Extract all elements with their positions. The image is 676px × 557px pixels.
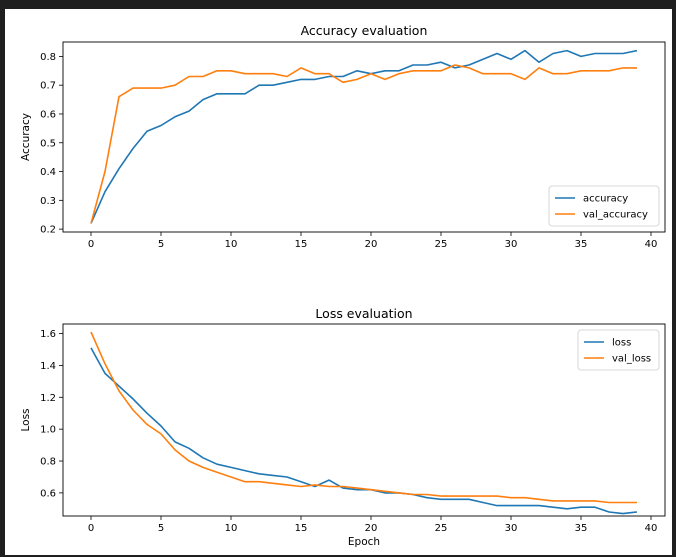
legend-label: accuracy [583, 194, 628, 205]
chart-title: Accuracy evaluation [301, 23, 428, 38]
series-line-val_accuracy [90, 64, 637, 224]
x-tick-label: 35 [575, 239, 588, 250]
y-tick-label: 0.6 [40, 109, 56, 120]
y-tick-label: 0.8 [40, 52, 56, 63]
x-axis-label: Epoch [348, 536, 380, 548]
y-tick-label: 1.2 [40, 393, 56, 404]
x-tick-label: 35 [575, 523, 588, 534]
y-tick-label: 0.4 [40, 167, 56, 178]
plot-frame [62, 41, 666, 233]
legend: accuracy val_accuracy [548, 185, 660, 227]
x-tick-label: 10 [225, 523, 238, 534]
series-line-val_loss [90, 331, 637, 504]
legend-box [548, 185, 660, 227]
y-tick-label: 0.5 [40, 138, 56, 149]
legend-box [577, 329, 660, 371]
y-tick-label: 1.0 [40, 425, 56, 436]
x-tick-label: 40 [645, 239, 658, 250]
x-tick-label: 5 [158, 239, 164, 250]
y-tick-label: 0.6 [40, 488, 56, 499]
x-tick-label: 0 [88, 523, 94, 534]
y-tick-label: 1.4 [40, 361, 56, 372]
x-tick-label: 0 [88, 239, 94, 250]
x-tick-label: 25 [435, 239, 448, 250]
y-axis-label: Accuracy [20, 113, 32, 161]
y-tick-label: 0.3 [40, 196, 56, 207]
x-tick-label: 10 [225, 239, 238, 250]
plot-frame [62, 323, 666, 517]
chart-1: Accuracy evaluation 0 5 10 15 20 25 30 35 40 0.2 0.… [20, 23, 666, 250]
chart-title: Loss evaluation [315, 306, 412, 321]
legend: loss val_loss [577, 329, 660, 371]
y-axis-label: Loss [20, 408, 32, 431]
y-tick-label: 0.8 [40, 457, 56, 468]
x-tick-label: 25 [435, 523, 448, 534]
x-tick-label: 30 [505, 239, 518, 250]
x-tick-label: 15 [295, 523, 308, 534]
legend-label: loss [612, 338, 631, 349]
chart-2: Loss evaluation 0 5 10 15 20 25 30 35 40 0.6 0.8 1.0… [20, 306, 666, 548]
legend-label: val_accuracy [583, 210, 648, 221]
y-tick-label: 0.2 [40, 225, 56, 236]
y-tick-label: 0.7 [40, 81, 56, 92]
x-tick-label: 20 [365, 523, 378, 534]
legend-label: val_loss [612, 354, 651, 365]
y-tick-label: 1.6 [40, 329, 56, 340]
x-tick-label: 30 [505, 523, 518, 534]
series-line-accuracy [90, 49, 638, 224]
x-tick-label: 5 [158, 523, 164, 534]
x-tick-label: 40 [645, 523, 658, 534]
x-tick-label: 20 [365, 239, 378, 250]
x-tick-label: 15 [295, 239, 308, 250]
